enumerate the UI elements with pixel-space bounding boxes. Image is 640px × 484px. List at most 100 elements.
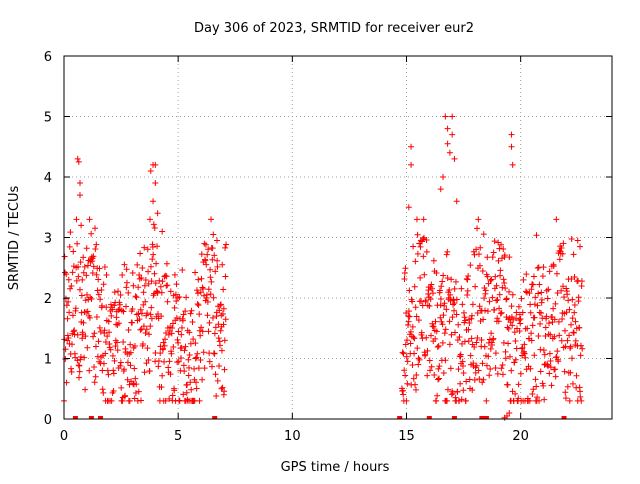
data-point	[162, 397, 169, 404]
data-point	[144, 310, 151, 317]
data-point	[443, 306, 450, 313]
data-point	[138, 326, 145, 333]
data-point	[506, 409, 513, 416]
data-point	[433, 269, 440, 276]
data-point	[218, 347, 225, 354]
data-point	[491, 306, 498, 313]
data-point	[210, 294, 217, 301]
data-point	[157, 283, 164, 290]
data-point	[149, 256, 156, 263]
data-point	[95, 276, 102, 283]
x-tick-label: 10	[284, 429, 301, 444]
data-point	[453, 198, 460, 205]
data-point	[212, 268, 219, 275]
data-point	[566, 306, 573, 313]
data-point	[551, 316, 558, 323]
data-point	[441, 300, 448, 307]
data-point	[473, 362, 480, 369]
data-point	[562, 343, 569, 350]
data-point	[552, 366, 559, 373]
data-point	[132, 293, 139, 300]
data-point	[400, 391, 407, 398]
data-point	[185, 356, 192, 363]
data-point	[512, 390, 519, 397]
data-point	[164, 282, 171, 289]
data-point	[516, 317, 523, 324]
data-point	[441, 330, 448, 337]
data-point	[513, 309, 520, 316]
data-point	[182, 308, 189, 315]
data-point	[180, 311, 187, 318]
data-point	[197, 332, 204, 339]
data-point	[135, 284, 142, 291]
data-point	[145, 356, 152, 363]
data-point	[479, 360, 486, 367]
data-point	[518, 345, 525, 352]
data-point	[105, 371, 112, 378]
data-point	[79, 276, 86, 283]
data-point	[553, 354, 560, 361]
data-point	[512, 337, 519, 344]
data-point	[192, 355, 199, 362]
data-point	[439, 339, 446, 346]
data-point	[100, 281, 107, 288]
data-point	[220, 305, 227, 312]
data-point	[547, 358, 554, 365]
data-point	[479, 268, 486, 275]
data-point	[535, 333, 542, 340]
data-point	[562, 389, 569, 396]
data-point	[211, 350, 218, 357]
data-point	[223, 241, 230, 248]
data-point	[447, 291, 454, 298]
data-point	[484, 254, 491, 261]
data-point	[520, 276, 527, 283]
data-point	[528, 337, 535, 344]
data-point	[219, 384, 226, 391]
data-point	[577, 393, 584, 400]
data-point	[186, 329, 193, 336]
data-point	[173, 281, 180, 288]
data-point	[127, 349, 134, 356]
data-point	[530, 386, 537, 393]
data-point	[442, 113, 449, 120]
data-point	[123, 303, 130, 310]
data-point	[217, 327, 224, 334]
data-point	[111, 357, 118, 364]
data-point	[564, 337, 571, 344]
data-point	[483, 362, 490, 369]
data-point	[144, 246, 151, 253]
data-point	[503, 295, 510, 302]
data-point	[461, 338, 468, 345]
data-point	[572, 318, 579, 325]
data-point	[515, 395, 522, 402]
data-point	[92, 246, 99, 253]
data-point	[579, 345, 586, 352]
data-point	[82, 333, 89, 340]
data-point	[217, 301, 224, 308]
data-point	[146, 331, 153, 338]
data-point	[159, 372, 166, 379]
data-point	[442, 326, 449, 333]
data-point	[535, 290, 542, 297]
data-point	[122, 392, 129, 399]
data-point	[502, 285, 509, 292]
data-point	[64, 315, 71, 322]
data-point	[474, 335, 481, 342]
data-point	[147, 323, 154, 330]
data-point	[487, 365, 494, 372]
data-point	[187, 310, 194, 317]
data-point	[170, 344, 177, 351]
data-point	[139, 340, 146, 347]
data-point	[124, 376, 131, 383]
data-point	[410, 375, 417, 382]
data-point	[498, 241, 505, 248]
data-point	[84, 344, 91, 351]
data-point	[517, 370, 524, 377]
data-point	[514, 325, 521, 332]
data-point	[469, 301, 476, 308]
data-point	[457, 351, 464, 358]
data-point	[101, 327, 108, 334]
data-point	[147, 263, 154, 270]
data-point	[97, 328, 104, 335]
